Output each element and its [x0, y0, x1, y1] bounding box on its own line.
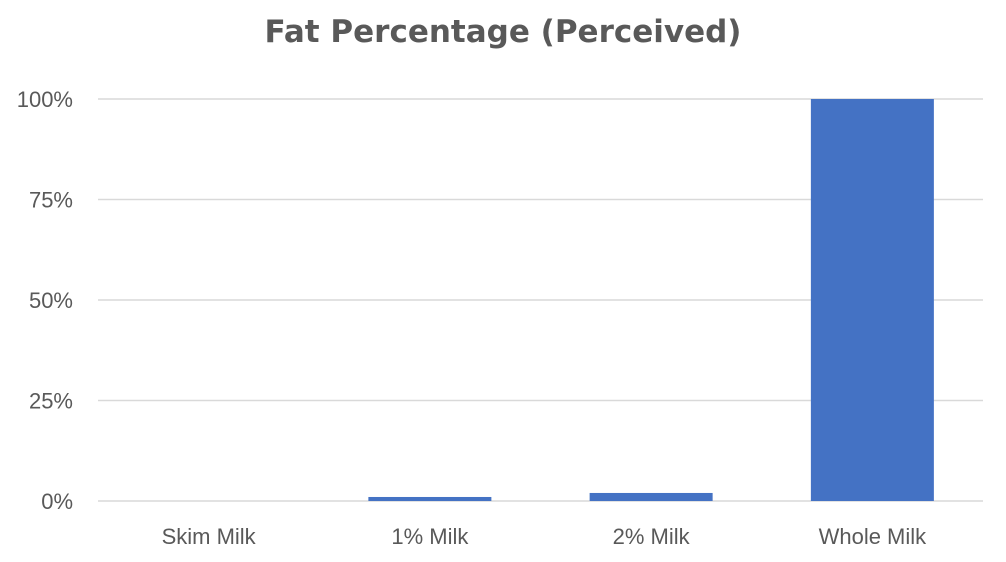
y-axis-ticks: 0% 25% 50% 75% 100%	[17, 87, 73, 514]
bar	[589, 492, 713, 501]
y-tick-label: 75%	[29, 188, 73, 213]
x-axis-ticks: Skim Milk 1% Milk 2% Milk Whole Milk	[162, 524, 928, 549]
y-tick-label: 25%	[29, 389, 73, 414]
x-tick-label: 2% Milk	[613, 524, 691, 549]
y-tick-label: 100%	[17, 87, 73, 112]
chart-title: Fat Percentage (Perceived)	[264, 14, 742, 50]
y-tick-label: 50%	[29, 288, 73, 313]
x-tick-label: 1% Milk	[391, 524, 469, 549]
bar	[810, 99, 934, 501]
bars	[368, 99, 934, 501]
x-tick-label: Skim Milk	[162, 524, 257, 549]
y-tick-label: 0%	[41, 489, 73, 514]
x-tick-label: Whole Milk	[819, 524, 928, 549]
bar	[368, 496, 492, 501]
